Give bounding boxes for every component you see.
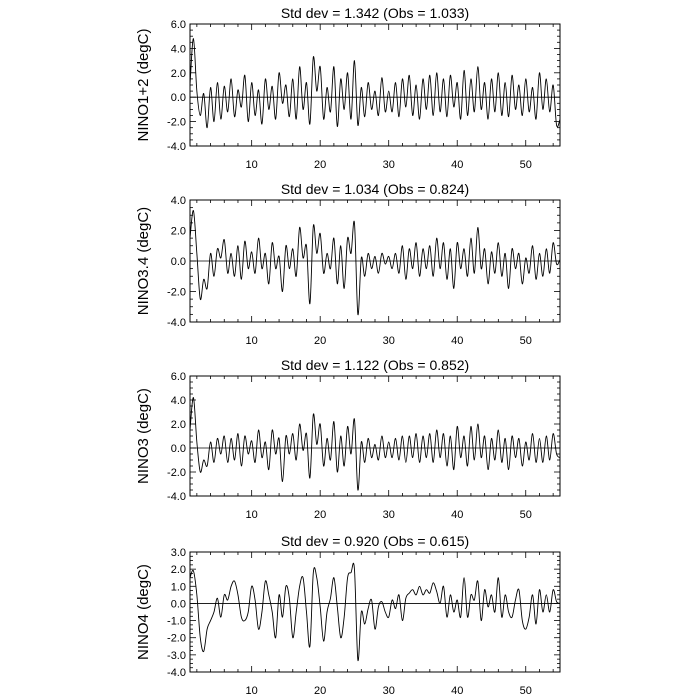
y-axis-label: NINO3 (degC) <box>135 388 152 484</box>
x-tick-label: 10 <box>246 159 258 171</box>
x-tick-label: 50 <box>520 509 532 521</box>
y-tick-label: 0.0 <box>171 443 186 455</box>
series-line <box>189 397 561 491</box>
x-tick-label: 10 <box>246 335 258 347</box>
x-tick-label: 10 <box>246 685 258 697</box>
y-tick-label: -4.0 <box>167 491 186 503</box>
y-tick-label: 6.0 <box>171 19 186 31</box>
x-tick-label: 20 <box>314 159 326 171</box>
x-tick-label: 30 <box>383 159 395 171</box>
y-tick-label: 2.0 <box>171 564 186 576</box>
y-tick-label: -4.0 <box>167 317 186 329</box>
y-tick-label: -2.0 <box>167 633 186 645</box>
x-tick-label: 50 <box>520 335 532 347</box>
x-tick-label: 10 <box>246 509 258 521</box>
chart-panel-4: Std dev = 0.920 (Obs = 0.615) NINO4 (degC… <box>135 533 561 697</box>
x-tick-label: 30 <box>383 335 395 347</box>
series-line <box>189 562 561 661</box>
x-tick-label: 30 <box>383 509 395 521</box>
series-line <box>189 38 561 129</box>
y-tick-label: 2.0 <box>171 68 186 80</box>
y-tick-label: -2.0 <box>167 467 186 479</box>
chart-title: Std dev = 0.920 (Obs = 0.615) <box>281 533 469 549</box>
x-tick-label: 20 <box>314 685 326 697</box>
y-axis-label: NINO1+2 (degC) <box>135 29 152 142</box>
y-tick-label: 1.0 <box>171 581 186 593</box>
y-tick-label: 2.0 <box>171 419 186 431</box>
y-tick-label: -2.0 <box>167 117 186 129</box>
y-tick-label: -2.0 <box>167 287 186 299</box>
y-tick-label: 0.0 <box>171 92 186 104</box>
y-axis-label: NINO3.4 (degC) <box>135 207 152 315</box>
chart-title: Std dev = 1.034 (Obs = 0.824) <box>281 181 469 197</box>
chart-panel-3: Std dev = 1.122 (Obs = 0.852) NINO3 (degC… <box>135 357 561 521</box>
y-tick-label: 2.0 <box>171 226 186 238</box>
y-tick-label: 0.0 <box>171 598 186 610</box>
y-tick-label: -1.0 <box>167 616 186 628</box>
y-axis-label: NINO4 (degC) <box>135 564 152 660</box>
plot-frame <box>189 551 561 673</box>
series-line <box>189 210 561 315</box>
y-tick-label: 4.0 <box>171 43 186 55</box>
y-tick-label: 6.0 <box>171 371 186 383</box>
chart-panel-1: Std dev = 1.342 (Obs = 1.033) NINO1+2 (de… <box>135 5 561 171</box>
y-tick-label: 4.0 <box>171 195 186 207</box>
y-tick-label: 4.0 <box>171 395 186 407</box>
chart-title: Std dev = 1.342 (Obs = 1.033) <box>281 5 469 21</box>
x-tick-label: 50 <box>520 159 532 171</box>
x-tick-label: 40 <box>451 159 463 171</box>
chart-panel-2: Std dev = 1.034 (Obs = 0.824) NINO3.4 (de… <box>135 181 561 347</box>
y-tick-label: -4.0 <box>167 141 186 153</box>
x-tick-label: 30 <box>383 685 395 697</box>
x-tick-label: 40 <box>451 509 463 521</box>
x-tick-label: 40 <box>451 685 463 697</box>
x-tick-label: 20 <box>314 509 326 521</box>
y-tick-label: -3.0 <box>167 650 186 662</box>
y-tick-label: 3.0 <box>171 547 186 559</box>
y-tick-label: 0.0 <box>171 256 186 268</box>
chart-title: Std dev = 1.122 (Obs = 0.852) <box>281 357 469 373</box>
y-tick-label: -4.0 <box>167 667 186 679</box>
x-tick-label: 40 <box>451 335 463 347</box>
x-tick-label: 50 <box>520 685 532 697</box>
x-tick-label: 20 <box>314 335 326 347</box>
